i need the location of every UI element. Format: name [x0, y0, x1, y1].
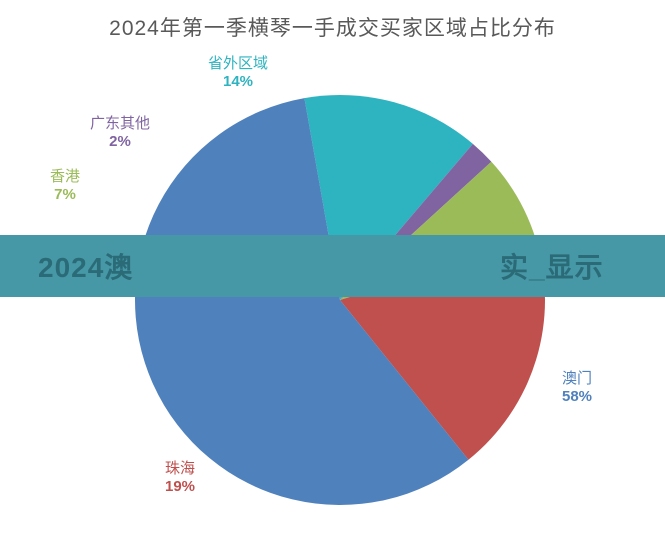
- slice-percent: 58%: [562, 388, 592, 406]
- slice-label: 广东其他2%: [90, 115, 150, 151]
- pie-svg: [130, 90, 550, 510]
- slice-percent: 7%: [50, 186, 80, 204]
- slice-label: 省外区域14%: [208, 55, 268, 91]
- slice-label: 澳门58%: [562, 370, 592, 406]
- slice-name: 香港: [50, 168, 80, 186]
- slice-name: 省外区域: [208, 55, 268, 73]
- slice-name: 澳门: [562, 370, 592, 388]
- watermark-band: 2024澳 实_显示: [0, 235, 665, 297]
- watermark-text-right: 实_显示: [500, 246, 604, 286]
- slice-percent: 14%: [208, 73, 268, 91]
- slice-percent: 2%: [90, 133, 150, 151]
- chart-title: 2024年第一季横琴一手成交买家区域占比分布: [0, 12, 665, 42]
- slice-label: 珠海19%: [165, 460, 195, 496]
- slice-name: 珠海: [165, 460, 195, 478]
- watermark-text-left: 2024澳: [38, 246, 133, 286]
- slice-name: 广东其他: [90, 115, 150, 133]
- slice-label: 香港7%: [50, 168, 80, 204]
- slice-percent: 19%: [165, 478, 195, 496]
- pie-chart: [130, 90, 550, 515]
